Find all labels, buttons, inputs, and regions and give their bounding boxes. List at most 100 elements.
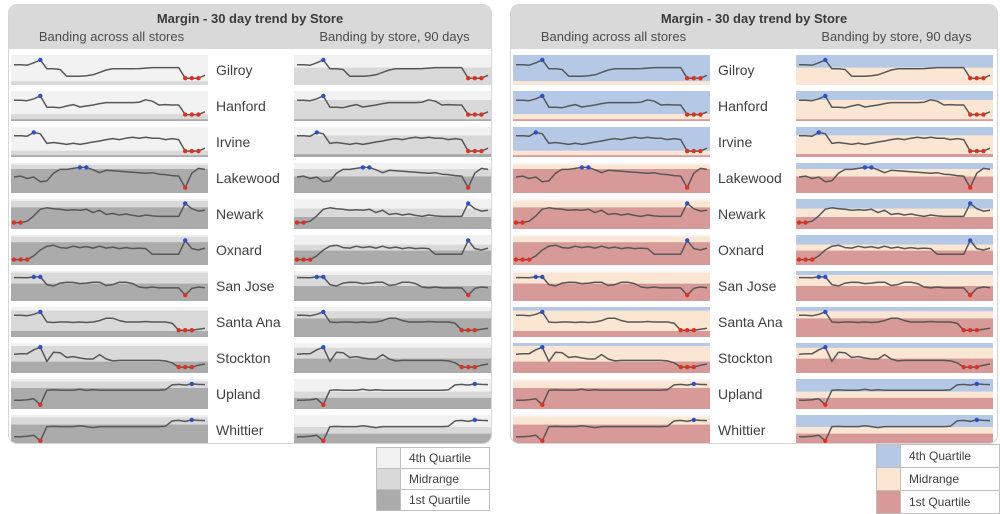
low-point-marker [678, 328, 683, 333]
sparkline-banding-across-all-stores [11, 379, 208, 409]
store-label: San Jose [216, 278, 275, 294]
low-point-marker [196, 148, 201, 154]
sparkline-line [13, 346, 206, 368]
low-point-marker [520, 220, 525, 225]
high-point-marker [823, 274, 828, 280]
sparkline-banding-across-all-stores [513, 307, 710, 337]
sparkline-line [799, 131, 991, 152]
legend-swatch-q1-icon [377, 490, 401, 510]
store-row-san-jose: San Jose [513, 268, 995, 304]
band-w [513, 271, 710, 274]
band-q1 [513, 331, 710, 337]
band-mid [513, 310, 710, 332]
high-point-marker [968, 238, 973, 243]
sparkline-line [799, 239, 991, 261]
band-q4 [796, 163, 993, 170]
band-q4 [11, 343, 208, 347]
sparkline-line [14, 383, 206, 406]
legend-label: Midrange [409, 472, 460, 486]
band-q4 [796, 199, 993, 209]
band-q4 [294, 163, 491, 170]
low-point-marker [459, 328, 464, 333]
band-mid [294, 311, 491, 319]
band-q4 [294, 91, 491, 101]
high-point-marker [466, 238, 471, 243]
low-point-marker [520, 257, 525, 262]
sparkline-banding-by-store-90-days [796, 127, 993, 157]
store-row-newark: Newark [513, 196, 995, 232]
store-label: Newark [216, 206, 264, 222]
band-mid [294, 274, 491, 287]
sparkline-line [296, 166, 489, 189]
column-header-across-all-stores: Banding across all stores [38, 29, 185, 44]
band-q1 [294, 318, 491, 337]
band-q1 [294, 250, 491, 265]
band-w [11, 415, 208, 418]
store-label: Upland [718, 386, 763, 402]
low-point-marker [11, 257, 17, 262]
band-q4 [796, 91, 993, 101]
sparkline-line [14, 131, 206, 152]
sparkline-banding-by-store-90-days [294, 415, 491, 443]
band-q1 [11, 283, 208, 301]
store-row-santa-ana: Santa Ana [513, 304, 995, 340]
column-header-spacer [712, 27, 798, 46]
band-mid [513, 381, 710, 389]
band-mid [11, 236, 208, 243]
band-mid [796, 347, 993, 359]
sparkline-banding-by-store-90-days [294, 271, 491, 301]
low-point-marker [18, 257, 23, 262]
legend-item-q4: 4th Quartile [877, 445, 999, 467]
store-label: Santa Ana [216, 314, 281, 330]
sparkline-line [516, 276, 708, 296]
store-label: Gilroy [216, 62, 253, 78]
band-w [513, 379, 710, 382]
band-mid [796, 67, 993, 85]
low-point-marker [968, 364, 973, 370]
band-mid [513, 164, 710, 170]
band-mid [11, 381, 208, 389]
sparkline-line [799, 311, 991, 331]
high-point-marker [816, 274, 821, 280]
store-row-whittier: Whittier [11, 412, 491, 443]
band-q1 [796, 154, 993, 157]
low-point-marker [803, 257, 808, 262]
sparkline-line [297, 202, 489, 224]
band-q4 [513, 307, 710, 311]
low-point-marker [796, 220, 802, 225]
sparkline-line [799, 59, 991, 79]
band-mid [513, 150, 710, 156]
high-point-marker [862, 165, 868, 170]
low-point-marker [183, 292, 188, 298]
sparkline-banding-by-store-90-days [294, 379, 491, 409]
band-w [513, 235, 710, 238]
store-row-stockton: Stockton [11, 340, 491, 376]
band-mid [11, 150, 208, 156]
low-point-marker [981, 76, 986, 81]
legend-item-q1: 1st Quartile [377, 489, 489, 510]
column-header-spacer [210, 27, 296, 46]
legend-item-q4: 4th Quartile [377, 448, 489, 468]
band-q1 [294, 176, 491, 193]
band-q1 [513, 169, 710, 193]
band-q1 [796, 119, 993, 121]
sparkline-line [14, 311, 206, 331]
sparkline-line [799, 202, 991, 224]
sparkline-banding-across-all-stores [513, 91, 710, 121]
sparkline-line [297, 276, 489, 296]
sparkline-banding-by-store-90-days [796, 415, 993, 443]
sparkline-line [516, 239, 708, 261]
high-point-marker [823, 93, 828, 99]
band-q1 [513, 207, 710, 229]
low-point-marker [691, 112, 696, 117]
low-point-marker [698, 112, 703, 117]
sparkline-line [516, 131, 708, 152]
band-mid [11, 346, 208, 362]
low-point-marker [176, 364, 181, 370]
sparkline-banding-by-store-90-days [796, 163, 993, 193]
quartile-legend: 4th Quartile Midrange 1st Quartile [376, 447, 490, 511]
band-w [11, 379, 208, 382]
high-point-marker [38, 274, 43, 280]
band-mid [796, 391, 993, 399]
band-q4 [294, 307, 491, 312]
